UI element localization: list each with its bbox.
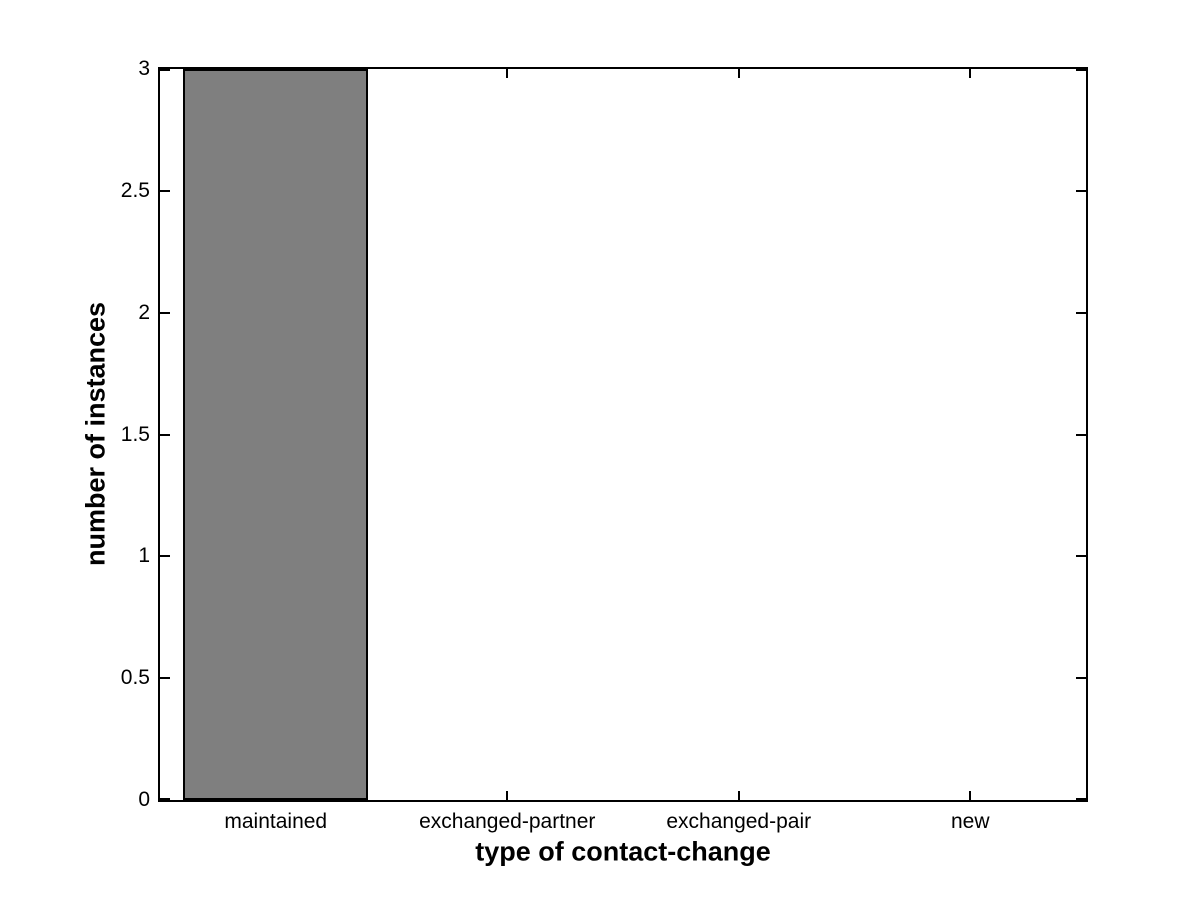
x-tick-bottom	[969, 791, 971, 800]
bars-layer	[160, 69, 1086, 800]
x-tick-bottom	[506, 791, 508, 800]
y-tick-right	[1076, 190, 1086, 192]
y-tick-left	[160, 555, 170, 557]
y-tick-label: 1	[138, 544, 150, 568]
x-tick-label: exchanged-partner	[419, 810, 596, 833]
y-tick-label: 2	[138, 300, 150, 324]
y-tick-left	[160, 677, 170, 679]
y-tick-right	[1076, 312, 1086, 314]
x-tick-top	[506, 69, 508, 78]
x-tick-top	[738, 69, 740, 78]
y-tick-label: 0.5	[120, 666, 150, 690]
y-tick-right	[1076, 69, 1086, 71]
y-tick-label: 1.5	[120, 422, 150, 446]
y-tick-right	[1076, 555, 1086, 557]
y-tick-left	[160, 190, 170, 192]
x-tick-top	[969, 69, 971, 78]
y-axis-label: number of instances	[80, 301, 111, 567]
y-tick-right	[1076, 677, 1086, 679]
bar-maintained	[183, 69, 368, 800]
plot-area	[158, 67, 1088, 802]
x-tick-label: maintained	[224, 810, 328, 833]
y-tick-label: 2.5	[120, 178, 150, 202]
x-tick-bottom	[738, 791, 740, 800]
y-tick-left	[160, 798, 170, 800]
y-tick-left	[160, 312, 170, 314]
x-axis-label: type of contact-change	[475, 836, 771, 867]
y-tick-label: 0	[138, 788, 150, 811]
y-tick-left	[160, 434, 170, 436]
x-tick-label: new	[950, 810, 990, 833]
y-tick-right	[1076, 798, 1086, 800]
x-tick-label: exchanged-pair	[666, 810, 812, 833]
y-tick-right	[1076, 434, 1086, 436]
y-tick-left	[160, 69, 170, 71]
y-tick-label: 3	[138, 57, 150, 80]
